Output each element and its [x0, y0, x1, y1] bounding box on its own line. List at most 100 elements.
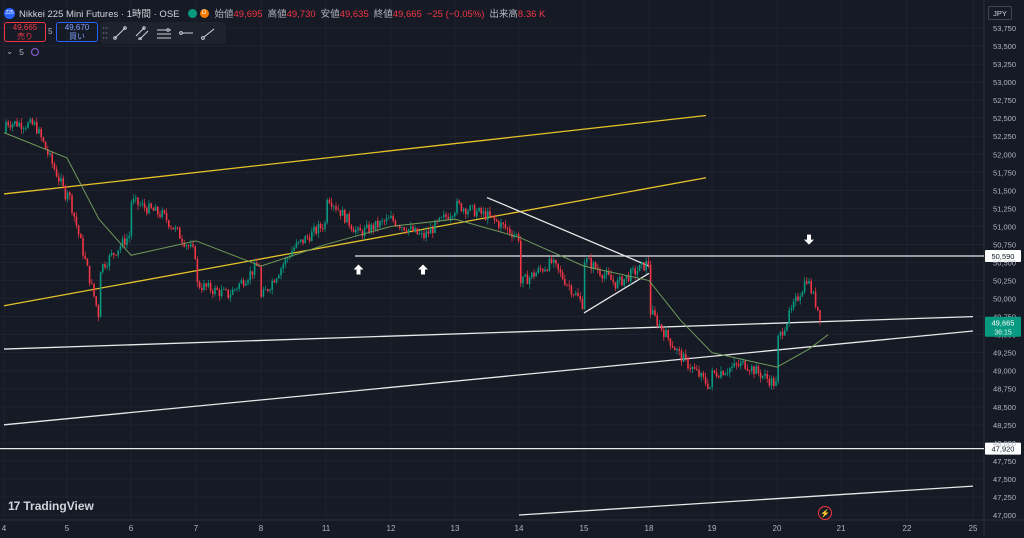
price-tick-label: 52,500	[993, 114, 1016, 123]
price-tick-label: 48,000	[993, 439, 1016, 448]
candle-body	[526, 274, 529, 285]
candle-body	[227, 289, 229, 298]
candle-body	[539, 268, 542, 270]
candle-body	[421, 233, 423, 235]
candle-body	[84, 255, 86, 259]
candle-body	[559, 269, 562, 273]
candle-body	[278, 275, 280, 279]
price-tick-label: 50,000	[993, 295, 1016, 304]
indicator-legend[interactable]: ⌄ 5	[6, 46, 40, 57]
candle-body	[179, 228, 181, 239]
candle-body	[773, 378, 775, 386]
horizontal-lines-icon[interactable]	[154, 24, 174, 42]
sell-button[interactable]: 49,665 売り	[4, 22, 46, 42]
candle-body	[500, 222, 502, 228]
candle-body	[588, 258, 590, 260]
buy-button[interactable]: 49,670 買い	[56, 22, 98, 42]
candle-body	[302, 239, 304, 244]
candle-body	[808, 281, 810, 284]
symbol-title[interactable]: Nikkei 225 Mini Futures · 1時間 · OSE	[19, 9, 180, 20]
candle-body	[242, 280, 245, 286]
candle-body	[300, 239, 302, 242]
time-tick-label: 6	[129, 524, 134, 533]
candle-body	[762, 375, 764, 378]
candle-body	[625, 275, 628, 279]
candle-body	[608, 271, 610, 275]
trend-line-icon[interactable]	[110, 24, 130, 42]
candle-body	[88, 265, 91, 284]
candle-body	[524, 274, 526, 277]
candle-body	[768, 378, 771, 386]
time-axis[interactable]: 4 5 6 7 8 11 12 13 14 15 18 19 20 21 22 25	[2, 524, 978, 533]
candle-body	[374, 220, 377, 230]
candle-body	[117, 250, 119, 256]
candle-body	[346, 213, 348, 223]
candle-body	[509, 228, 511, 234]
candle-body	[575, 293, 577, 295]
drag-handle-icon[interactable]	[102, 26, 108, 40]
candle-body	[326, 200, 328, 223]
candle-body	[612, 279, 614, 283]
candle-body	[726, 372, 729, 374]
candle-body	[341, 209, 344, 216]
candle-body	[535, 272, 537, 277]
ray-icon[interactable]	[198, 24, 218, 42]
lightning-icon[interactable]: ⚡	[818, 506, 832, 520]
candle-body	[498, 221, 500, 228]
candle-body	[621, 276, 623, 286]
candle-body	[157, 206, 159, 215]
candle-body	[267, 289, 269, 291]
candle-body	[410, 226, 412, 229]
candle-body	[685, 353, 687, 358]
trend-line-support	[3, 315, 974, 350]
candle-body	[218, 289, 221, 297]
currency-button[interactable]: JPY	[988, 6, 1012, 20]
candle-body	[663, 329, 665, 338]
trend-line-resistance	[486, 196, 650, 267]
tradingview-logo[interactable]: 17 TradingView	[8, 499, 94, 513]
candle-body	[238, 283, 240, 289]
candle-body	[495, 219, 498, 222]
candle-body	[616, 280, 619, 289]
candle-body	[610, 274, 612, 280]
candle-body	[781, 331, 784, 336]
candle-body	[38, 128, 40, 134]
indicators-icon[interactable]	[30, 47, 40, 57]
candle-body	[229, 294, 232, 298]
candle-body	[715, 372, 718, 377]
arrow-up-marker	[418, 264, 428, 275]
candle-body	[634, 268, 636, 275]
candle-body	[91, 283, 93, 285]
collapse-chevron-icon[interactable]: ⌄	[6, 46, 14, 56]
candle-body	[58, 176, 60, 182]
candle-body	[53, 163, 56, 170]
candle-body	[438, 217, 441, 222]
candle-body	[533, 272, 535, 277]
candle-body	[99, 272, 102, 318]
candle-body	[788, 310, 790, 324]
status-pills[interactable]: D	[187, 8, 209, 18]
candle-body	[51, 153, 53, 164]
candle-body	[66, 192, 69, 200]
parallel-channel-icon[interactable]	[132, 24, 152, 42]
candle-body	[29, 119, 31, 123]
candle-body	[93, 283, 95, 297]
horizontal-levels: 50,590 47,920	[0, 249, 1021, 455]
candle-body	[295, 242, 298, 248]
market-open-icon	[187, 8, 197, 18]
candle-body	[733, 363, 735, 367]
candle-body	[352, 229, 355, 233]
horizontal-ray-icon[interactable]	[176, 24, 196, 42]
candle-body	[777, 335, 779, 382]
candle-body	[311, 231, 313, 242]
candle-body	[658, 324, 661, 326]
price-axis[interactable]: 53,750 53,500 53,250 53,000 52,750 52,500 52,2…	[993, 24, 1016, 520]
candle-body	[482, 211, 485, 214]
candle-body	[667, 329, 669, 339]
arrow-markers	[353, 234, 814, 275]
price-tick-label: 50,500	[993, 258, 1016, 267]
ohlc-value: 49,635	[339, 9, 369, 20]
candle-body	[383, 220, 386, 222]
